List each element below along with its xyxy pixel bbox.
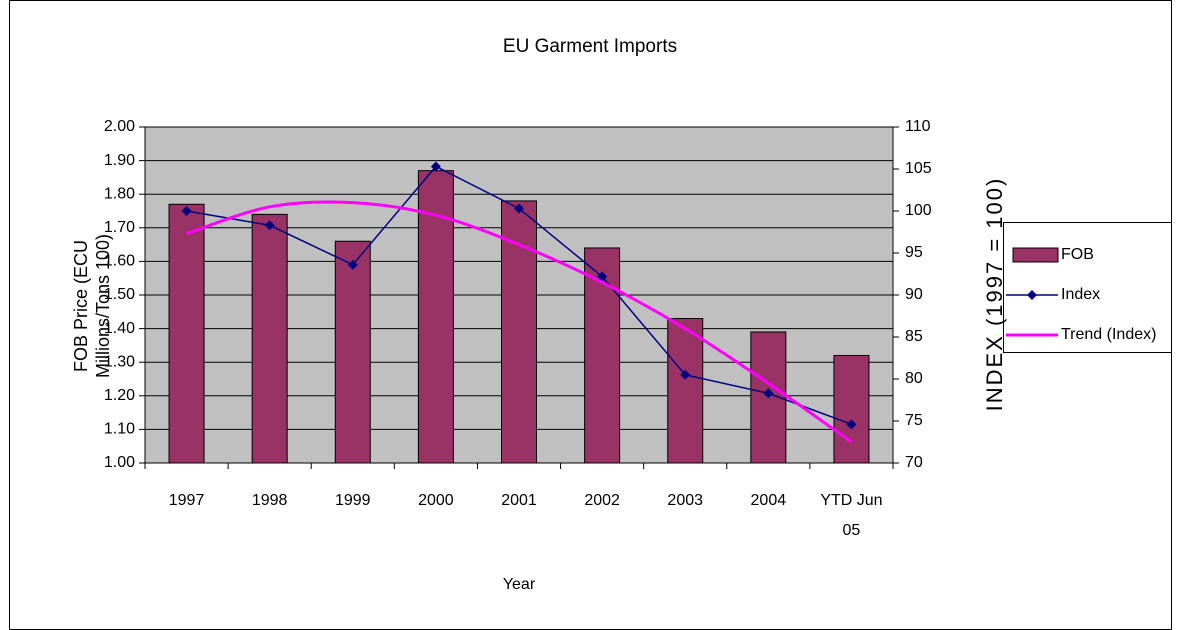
y-tick-label: 1.50 xyxy=(104,286,135,303)
marker xyxy=(514,203,524,214)
y2-tick-label: 95 xyxy=(905,244,923,261)
y-tick-label: 1.00 xyxy=(104,454,135,471)
x-tick-label: 1998 xyxy=(251,492,288,509)
legend-box xyxy=(1003,222,1172,353)
y-tick-label: 1.10 xyxy=(104,421,135,438)
y2-tick-label: 80 xyxy=(905,370,923,387)
y-tick-label: 1.30 xyxy=(104,353,135,370)
y-tick-label: 1.70 xyxy=(104,219,135,236)
bar xyxy=(168,203,205,464)
x-tick-label: 2001 xyxy=(501,492,537,509)
y2-tick-label: 100 xyxy=(905,202,932,219)
x-tick-label: 1997 xyxy=(168,492,205,509)
y2-tick-label: 85 xyxy=(905,328,923,345)
bar xyxy=(833,354,870,464)
y-tick-label: 1.60 xyxy=(104,253,135,270)
y2-tick-label: 75 xyxy=(905,412,923,429)
x-tick-label: 1999 xyxy=(334,492,371,509)
x-tick-label: 2003 xyxy=(667,492,704,509)
legend-marker xyxy=(1027,290,1037,300)
x-axis-title: Year xyxy=(503,576,536,593)
y2-tick-label: 105 xyxy=(905,160,932,177)
y-tick-label: 1.80 xyxy=(104,185,135,202)
marker xyxy=(846,419,857,430)
y-tick-label: 1.20 xyxy=(104,387,135,404)
marker xyxy=(763,388,774,399)
marker xyxy=(264,220,275,231)
marker xyxy=(181,206,192,216)
legend-label: FOB xyxy=(1061,246,1094,263)
bar xyxy=(667,318,704,464)
chart-title: EU Garment Imports xyxy=(503,36,677,57)
marker xyxy=(347,259,358,270)
y2-tick-label: 70 xyxy=(905,454,923,471)
bar xyxy=(584,247,621,464)
x-tick-label: 2004 xyxy=(750,492,787,509)
x-tick-label: 2000 xyxy=(418,492,454,509)
trend-line xyxy=(186,200,853,444)
y-axis-title: FOB Price (ECU Millions/Tons 100) xyxy=(71,233,113,379)
legend-label: Index xyxy=(1061,286,1100,303)
y2-tick-label: 90 xyxy=(905,286,923,303)
bar xyxy=(334,240,371,464)
y2-tick-label: 110 xyxy=(905,118,931,135)
legend-swatch xyxy=(1012,247,1059,263)
marker xyxy=(430,161,441,172)
bar xyxy=(251,213,288,464)
y-tick-label: 1.90 xyxy=(104,152,135,169)
y-tick-label: 1.40 xyxy=(104,320,135,337)
marker xyxy=(597,271,608,282)
x-tick-label: 2002 xyxy=(584,492,620,509)
marker xyxy=(680,369,691,380)
x-tick-label: YTD Jun 05 xyxy=(820,492,883,539)
legend-label: Trend (Index) xyxy=(1061,326,1156,343)
y-tick-label: 2.00 xyxy=(104,118,135,135)
y2-axis-title: INDEX (1997 = 100) xyxy=(982,176,1007,412)
